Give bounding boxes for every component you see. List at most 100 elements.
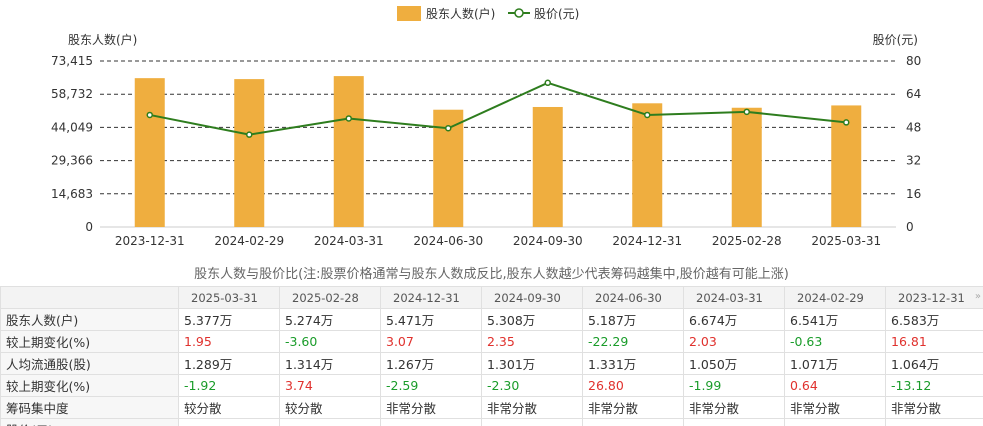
chart-caption: 股东人数与股价比(注:股票价格通常与股东人数成反比,股东人数越少代表筹码越集中,… [194, 267, 789, 282]
bar [134, 78, 165, 228]
table-cell: 5.308万 [481, 308, 583, 331]
table-cell: 6.674万 [683, 308, 785, 331]
data-table-wrapper: 2025-03-31 2025-02-28 2024-12-31 2024-09-30… [0, 286, 983, 426]
table-row: 股价(元) [0, 418, 983, 426]
table-cell: 1.267万 [380, 352, 482, 375]
table-cell: 5.274万 [279, 308, 381, 331]
row-label: 较上期变化(%) [0, 374, 179, 397]
table-cell: 非常分散 [380, 396, 482, 419]
table-cell [683, 418, 785, 426]
price-point [345, 115, 352, 122]
table-cell: 1.95 [178, 330, 280, 353]
table-cell: 非常分散 [481, 396, 583, 419]
table-cell: 非常分散 [885, 396, 983, 419]
table-cell [582, 418, 684, 426]
right-tick-label: 16 [906, 187, 921, 201]
table-column-header: 2024-02-29 [784, 286, 886, 309]
price-point [246, 131, 253, 138]
table-cell: 6.541万 [784, 308, 886, 331]
row-label: 股价(元) [0, 418, 179, 426]
right-tick-label: 64 [906, 87, 921, 101]
row-label: 股东人数(户) [0, 308, 179, 331]
table-cell: 较分散 [178, 396, 280, 419]
table-column-header: 2024-09-30 [481, 286, 583, 309]
right-axis-title: 股价(元) [873, 33, 918, 47]
table-cell: 5.377万 [178, 308, 280, 331]
bar [234, 79, 265, 227]
left-tick-label: 14,683 [51, 187, 93, 201]
table-cell: 16.81 [885, 330, 983, 353]
legend-bar-swatch [397, 6, 421, 21]
bar [532, 106, 563, 227]
table-cell: 1.050万 [683, 352, 785, 375]
bar [632, 103, 663, 227]
table-cell: 2.03 [683, 330, 785, 353]
x-tick-label: 2024-12-31 [612, 234, 682, 248]
row-label: 较上期变化(%) [0, 330, 179, 353]
table-cell [178, 418, 280, 426]
table-cell: 1.289万 [178, 352, 280, 375]
table-row: 人均流通股(股) 1.289万 1.314万 1.267万 1.301万 1.331万 1.… [0, 352, 983, 375]
table-row: 筹码集中度 较分散 较分散 非常分散 非常分散 非常分散 非常分散 非常分散 非常分散 [0, 396, 983, 419]
table-cell: -2.30 [481, 374, 583, 397]
right-tick-label: 0 [906, 220, 914, 234]
price-point [843, 119, 850, 126]
left-tick-label: 73,415 [51, 54, 93, 68]
right-tick-label: 48 [906, 120, 921, 134]
price-point [146, 111, 153, 119]
double-chevron-right-icon[interactable]: » [974, 291, 981, 302]
data-table: 2025-03-31 2025-02-28 2024-12-31 2024-09-30… [0, 286, 983, 426]
table-cell: 1.314万 [279, 352, 381, 375]
table-cell: -3.60 [279, 330, 381, 353]
table-header-row: 2025-03-31 2025-02-28 2024-12-31 2024-09-30… [0, 286, 983, 309]
legend-line-marker [514, 8, 524, 18]
table-column-header: 2025-03-31 [178, 286, 280, 309]
table-cell: 3.74 [279, 374, 381, 397]
price-point [544, 79, 551, 87]
right-tick-label: 80 [906, 54, 921, 68]
bar [831, 105, 862, 227]
x-tick-label: 2024-09-30 [513, 234, 583, 248]
table-column-header: 2025-02-28 [279, 286, 381, 309]
x-tick-label: 2023-12-31 [115, 234, 185, 248]
table-column-header: 2024-06-30 [582, 286, 684, 309]
bar [731, 107, 762, 227]
table-cell: 非常分散 [683, 396, 785, 419]
table-cell: 1.301万 [481, 352, 583, 375]
combo-chart: 股东人数(户) 股价(元) 股东人数(户) 股价(元) 73,415 80 58,732 64… [51, 6, 921, 248]
table-cell: 非常分散 [582, 396, 684, 419]
table-cell: -13.12 [885, 374, 983, 397]
right-tick-label: 32 [906, 154, 921, 168]
legend-line-label: 股价(元) [534, 7, 579, 21]
table-column-header: 2024-03-31 [683, 286, 785, 309]
table-cell: 1.331万 [582, 352, 684, 375]
row-label: 人均流通股(股) [0, 352, 179, 375]
table-cell: -2.59 [380, 374, 482, 397]
table-cell: 3.07 [380, 330, 482, 353]
table-row: 较上期变化(%) 1.95 -3.60 3.07 2.35 -22.29 2.03 -0.63… [0, 330, 983, 353]
table-column-header: 2024-12-31 [380, 286, 482, 309]
table-row: 较上期变化(%) -1.92 3.74 -2.59 -2.30 26.80 -1.99 0.6… [0, 374, 983, 397]
left-axis-title: 股东人数(户) [68, 32, 137, 47]
table-cell: 非常分散 [784, 396, 886, 419]
bar [333, 76, 364, 228]
table-cell [279, 418, 381, 426]
row-label: 筹码集中度 [0, 396, 179, 419]
table-cell: 1.064万 [885, 352, 983, 375]
table-cell: 2.35 [481, 330, 583, 353]
price-point [644, 111, 651, 119]
table-cell: 5.471万 [380, 308, 482, 331]
table-cell: -0.63 [784, 330, 886, 353]
x-tick-label: 2024-06-30 [413, 234, 483, 248]
x-tick-label: 2025-03-31 [811, 234, 881, 248]
table-cell: 较分散 [279, 396, 381, 419]
table-cell [784, 418, 886, 426]
left-tick-label: 29,366 [51, 154, 93, 168]
table-row: 股东人数(户) 5.377万 5.274万 5.471万 5.308万 5.187万 6.6… [0, 308, 983, 331]
left-tick-label: 44,049 [51, 120, 93, 134]
table-cell [380, 418, 482, 426]
table-cell: 26.80 [582, 374, 684, 397]
table-cell [885, 418, 983, 426]
chart-area: 股东人数(户) 股价(元) 股东人数(户) 股价(元) 73,415 80 58,732 64… [51, 6, 921, 248]
table-cell: 0.64 [784, 374, 886, 397]
